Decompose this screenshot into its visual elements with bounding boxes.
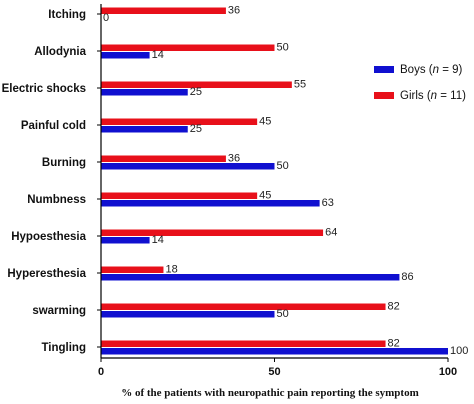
bar-girls	[101, 118, 258, 125]
legend: Boys (n = 9) Girls (n = 11)	[374, 64, 466, 102]
bar-girls	[101, 229, 324, 236]
bar-girls	[101, 266, 164, 273]
data-label-boys: 86	[401, 271, 413, 283]
category-label: Itching	[48, 9, 86, 21]
category-label: Hypoesthesia	[11, 231, 86, 243]
data-label-boys: 63	[322, 197, 334, 209]
data-label-boys: 14	[152, 234, 164, 246]
bar-boys	[101, 163, 275, 170]
data-label-boys: 25	[190, 86, 202, 98]
bars-group: 36 0 50 14 55 25 45 25 36 50 45 63 64 14 18 86 82 50 82 100	[101, 5, 468, 357]
data-label-boys: 0	[103, 12, 109, 24]
bar-girls	[101, 81, 292, 88]
bar-boys	[101, 200, 320, 207]
category-label: Numbness	[27, 194, 86, 206]
bar-girls	[101, 340, 386, 347]
category-label: Burning	[42, 157, 86, 169]
data-label-boys: 25	[190, 123, 202, 135]
category-label: Allodynia	[34, 46, 86, 58]
legend-swatch-boys	[374, 66, 394, 73]
category-label: Hyperesthesia	[7, 268, 86, 280]
bar-boys	[101, 52, 150, 59]
data-label-girls: 45	[259, 116, 271, 128]
data-label-girls: 64	[325, 227, 337, 239]
category-label: Electric shocks	[2, 83, 86, 95]
bar-girls	[101, 44, 275, 51]
data-label-boys: 50	[277, 160, 289, 172]
legend-label-boys: Boys (n = 9)	[400, 64, 463, 76]
x-tick-label: 0	[98, 366, 104, 378]
bar-girls	[101, 303, 386, 310]
legend-label-girls: Girls (n = 11)	[400, 90, 466, 102]
category-label: Painful cold	[21, 120, 86, 132]
data-label-girls: 36	[228, 5, 240, 17]
bar-boys	[101, 311, 275, 318]
data-label-girls: 82	[388, 301, 400, 313]
category-label: swarming	[32, 305, 86, 317]
data-label-girls: 50	[277, 42, 289, 54]
x-tick-label: 50	[268, 366, 280, 378]
data-label-boys: 100	[450, 345, 468, 357]
data-label-girls: 18	[165, 264, 177, 276]
bar-boys	[101, 274, 400, 281]
bar-boys	[101, 89, 188, 96]
bar-boys	[101, 237, 150, 244]
bar-boys	[101, 126, 188, 133]
data-label-girls: 36	[228, 153, 240, 165]
x-tick-label: 100	[439, 366, 457, 378]
legend-swatch-girls	[374, 92, 394, 99]
category-label: Tingling	[41, 342, 86, 354]
bar-girls	[101, 7, 226, 14]
bar-girls	[101, 192, 258, 199]
data-label-girls: 55	[294, 79, 306, 91]
x-axis-title: % of the patients with neuropathic pain …	[121, 387, 419, 399]
data-label-girls: 45	[259, 190, 271, 202]
data-label-boys: 50	[277, 308, 289, 320]
axes-group: Itching Allodynia Electric shocks Painful c…	[2, 4, 457, 378]
bar-boys	[101, 348, 448, 355]
data-label-boys: 14	[152, 49, 164, 61]
data-label-girls: 82	[388, 338, 400, 350]
bar-girls	[101, 155, 226, 162]
